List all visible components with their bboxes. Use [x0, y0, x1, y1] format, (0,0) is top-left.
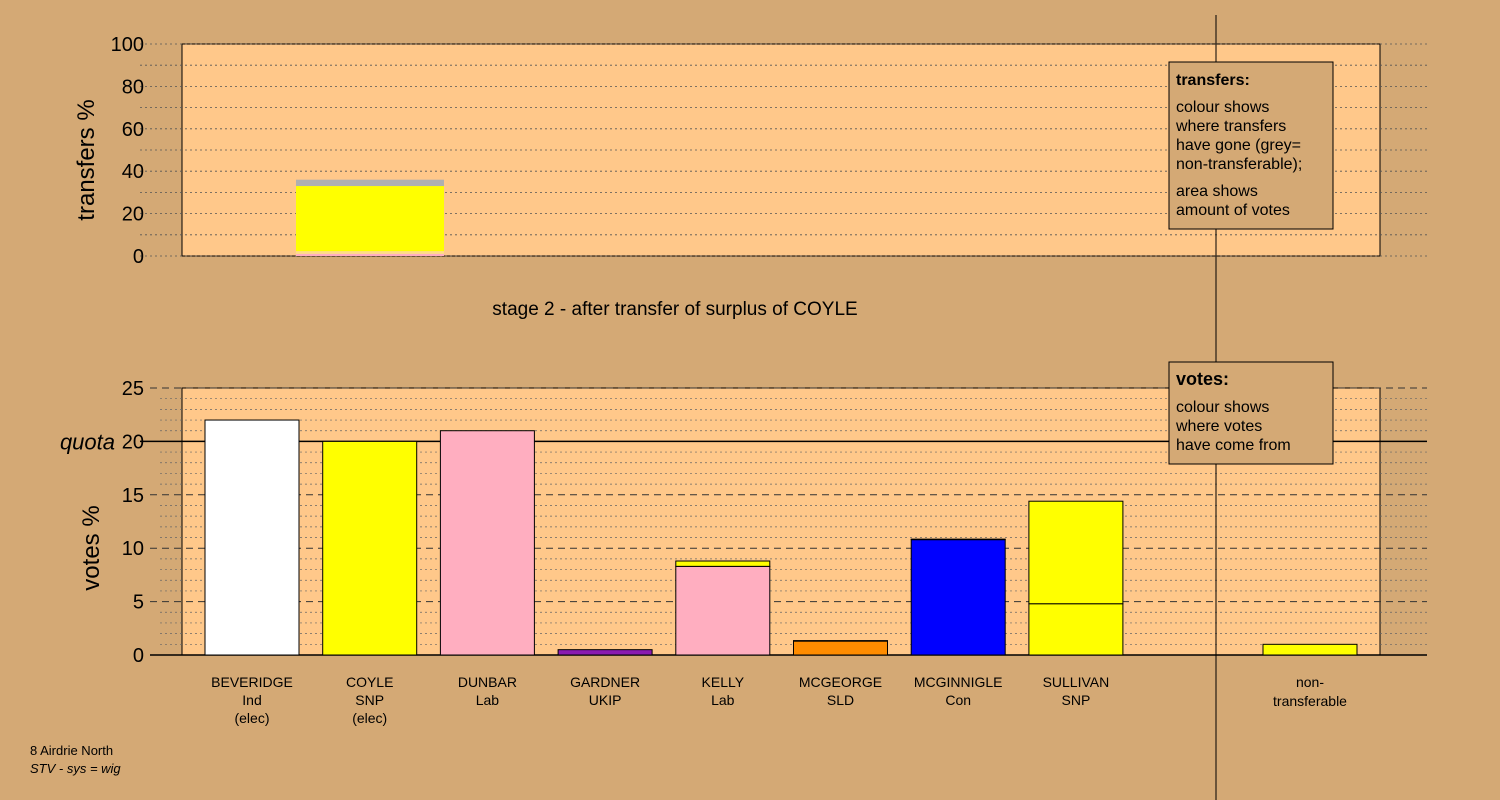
system-label: STV - sys = wig: [30, 761, 121, 776]
vote-bar-segment: [439, 430, 535, 656]
votes-legend-text: have come from: [1176, 437, 1291, 454]
votes-y-tick-label: 20: [122, 431, 144, 453]
candidate-name: KELLY: [702, 674, 745, 690]
candidate-status: (elec): [352, 710, 387, 726]
candidate-name: COYLE: [346, 674, 393, 690]
candidate-party: SLD: [827, 692, 854, 708]
candidate-party: Lab: [476, 692, 500, 708]
votes-y-axis-label: votes %: [78, 505, 105, 590]
transfer-segment: [296, 251, 444, 254]
transfers-legend-text: amount of votes: [1176, 202, 1290, 219]
transfers-y-tick-label: 60: [122, 119, 144, 141]
nontransferable-bar: [1262, 643, 1358, 656]
candidate-party: Lab: [711, 692, 735, 708]
vote-bar-segment: [204, 419, 300, 656]
nontransferable-label: non-: [1296, 674, 1324, 690]
candidate-name: GARDNER: [570, 674, 640, 690]
transfers-y-tick-label: 20: [122, 204, 144, 226]
transfers-y-tick-label: 80: [122, 76, 144, 98]
votes-legend-text: where votes: [1175, 418, 1262, 435]
candidate-party: UKIP: [589, 692, 622, 708]
vote-bar-segment: [675, 565, 771, 656]
quota-label: quota: [60, 429, 115, 454]
transfer-segment: [296, 186, 444, 252]
transfers-legend-text: non-transferable);: [1176, 156, 1302, 173]
transfers-y-tick-label: 0: [133, 246, 144, 268]
candidate-party: SNP: [1062, 692, 1091, 708]
transfer-segment: [296, 179, 444, 187]
candidate-name: SULLIVAN: [1043, 674, 1110, 690]
footer: 8 Airdrie North STV - sys = wig: [30, 742, 121, 778]
votes-legend-title: votes:: [1176, 369, 1229, 389]
votes-y-tick-label: 0: [133, 645, 144, 667]
stage-caption: stage 2 - after transfer of surplus of C…: [492, 299, 857, 320]
candidate-party: Ind: [242, 692, 261, 708]
votes-legend-text: colour shows: [1176, 399, 1269, 416]
votes-y-tick-label: 10: [122, 538, 144, 560]
candidate-name: MCGINNIGLE: [914, 674, 1003, 690]
transfers-legend-box: [1168, 61, 1334, 230]
votes-legend-box: [1168, 361, 1334, 465]
nontransferable-label: transferable: [1273, 693, 1347, 709]
transfers-legend-title: transfers:: [1176, 72, 1250, 89]
vote-bar-segment: [675, 560, 771, 567]
transfers-y-axis-label: transfers %: [73, 99, 100, 220]
vote-bar-segment: [793, 640, 888, 642]
votes-y-tick-label: 15: [122, 485, 144, 507]
candidate-party: Con: [945, 692, 971, 708]
candidate-name: MCGEORGE: [799, 674, 882, 690]
votes-y-tick-label: 5: [133, 592, 144, 614]
transfers-legend-text: area shows: [1176, 183, 1258, 200]
transfers-legend-text: have gone (grey=: [1176, 137, 1301, 154]
vote-bar-segment: [793, 640, 888, 656]
transfers-legend-text: where transfers: [1175, 118, 1286, 135]
votes-y-tick-label: 25: [122, 378, 144, 400]
vote-bar-segment: [1028, 500, 1124, 605]
transfers-y-tick-label: 40: [122, 161, 144, 183]
vote-bar-segment: [910, 538, 1006, 541]
candidate-party: SNP: [355, 692, 384, 708]
candidate-name: BEVERIDGE: [211, 674, 293, 690]
vote-bar-segment: [322, 440, 418, 656]
candidate-status: (elec): [234, 710, 269, 726]
transfer-segment: [296, 253, 444, 256]
vote-bar-segment: [1028, 603, 1124, 656]
vote-bar-segment: [557, 649, 653, 656]
transfers-y-tick-label: 100: [111, 34, 144, 56]
vote-bar-segment: [910, 539, 1006, 656]
transfers-legend-text: colour shows: [1176, 99, 1269, 116]
ward-label: 8 Airdrie North: [30, 743, 114, 758]
candidate-name: DUNBAR: [458, 674, 517, 690]
